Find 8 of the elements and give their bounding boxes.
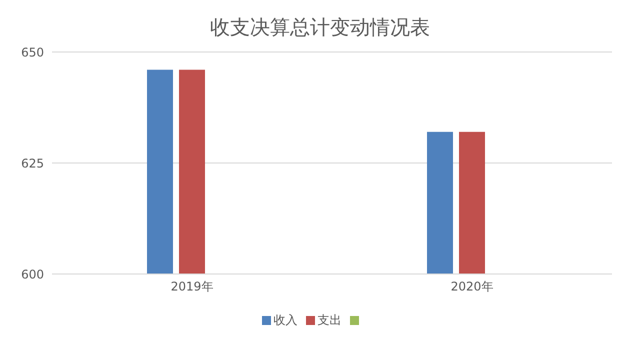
y-tick-label: 600 [21, 267, 44, 282]
y-tick-label: 625 [21, 156, 44, 170]
chart-title: 收支决算总计变动情况表 [209, 14, 431, 41]
x-tick-label: 2020年 [450, 280, 494, 294]
legend-label: 收入 [274, 312, 298, 329]
y-tick-label: 650 [21, 45, 44, 60]
legend-label: 支出 [318, 312, 342, 329]
x-tick-label: 2019年 [170, 280, 214, 294]
